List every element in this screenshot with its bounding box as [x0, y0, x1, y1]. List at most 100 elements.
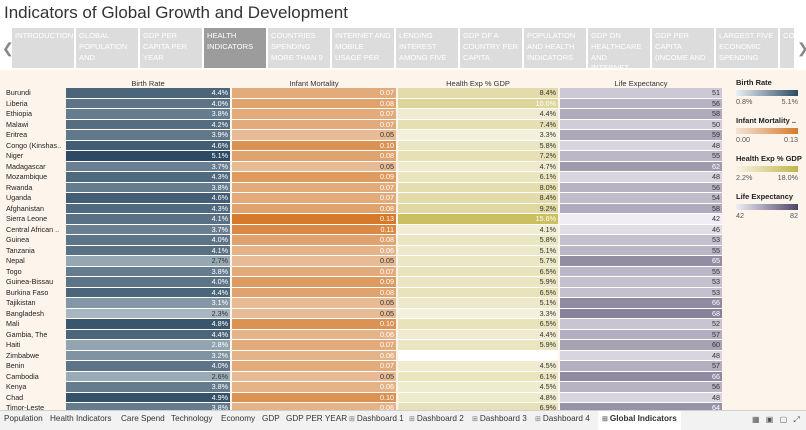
sheet-tab[interactable]: ⊞ Dashboard 3 — [472, 414, 527, 423]
heatmap-cell[interactable]: 4.5% — [398, 361, 558, 372]
heatmap-cell[interactable]: 0.09 — [232, 172, 396, 183]
heatmap-cell[interactable]: 51 — [560, 88, 722, 99]
heatmap-cell[interactable]: 55 — [560, 245, 722, 256]
story-tab[interactable]: GDP PER CAPITA (INCOME AND — [652, 28, 714, 68]
heatmap-cell[interactable]: 0.05 — [232, 308, 396, 319]
heatmap-cell[interactable]: 48 — [560, 350, 722, 361]
heatmap-cell[interactable]: 48 — [560, 172, 722, 183]
heatmap-cell[interactable]: 65 — [560, 256, 722, 267]
chevron-right-icon[interactable]: ❯ — [797, 40, 806, 57]
heatmap-cell[interactable]: 5.1% — [398, 245, 558, 256]
heatmap-cell[interactable]: 58 — [560, 203, 722, 214]
heatmap-cell[interactable]: 4.2% — [66, 119, 230, 130]
heatmap-cell[interactable]: 4.8% — [398, 392, 558, 403]
heatmap-cell[interactable]: 2.8% — [66, 340, 230, 351]
heatmap-cell[interactable]: 60 — [560, 340, 722, 351]
heatmap-cell[interactable]: 0.05 — [232, 298, 396, 309]
heatmap-cell[interactable]: 4.8% — [66, 319, 230, 330]
heatmap-cell[interactable]: 55 — [560, 266, 722, 277]
heatmap-cell[interactable]: 3.8% — [66, 182, 230, 193]
heatmap-cell[interactable]: 0.07 — [232, 119, 396, 130]
heatmap-cell[interactable]: 5.8% — [398, 140, 558, 151]
heatmap-cell[interactable]: 4.4% — [398, 109, 558, 120]
heatmap-cell[interactable]: 3.8% — [66, 266, 230, 277]
heatmap-cell[interactable]: 66 — [560, 371, 722, 382]
heatmap-cell[interactable]: 56 — [560, 98, 722, 109]
heatmap-cell[interactable]: 10.0% — [398, 98, 558, 109]
heatmap-cell[interactable]: 5.1% — [66, 151, 230, 162]
story-tab[interactable]: GLOBAL POPULATION AND — [76, 28, 138, 68]
heatmap-cell[interactable]: 4.4% — [66, 329, 230, 340]
heatmap-cell[interactable]: 0.07 — [232, 88, 396, 99]
heatmap-cell[interactable]: 4.7% — [398, 161, 558, 172]
sheet-tab[interactable]: Technology — [171, 414, 212, 423]
heatmap-cell[interactable]: 4.5% — [398, 382, 558, 393]
heatmap-cell[interactable]: 3.2% — [66, 350, 230, 361]
heatmap-cell[interactable]: 3.3% — [398, 130, 558, 141]
heatmap-cell[interactable]: 6.5% — [398, 319, 558, 330]
heatmap-cell[interactable]: 6.1% — [398, 172, 558, 183]
heatmap-cell[interactable]: 9.2% — [398, 203, 558, 214]
heatmap-cell[interactable]: 0.07 — [232, 109, 396, 120]
heatmap-cell[interactable]: 5.9% — [398, 277, 558, 288]
heatmap-cell[interactable]: 0.05 — [232, 256, 396, 267]
heatmap-cell[interactable]: 0.13 — [232, 214, 396, 225]
heatmap-cell[interactable]: 3.7% — [66, 161, 230, 172]
heatmap-cell[interactable]: 66 — [560, 298, 722, 309]
heatmap-cell[interactable]: 6.1% — [398, 371, 558, 382]
heatmap-cell[interactable]: 0.05 — [232, 161, 396, 172]
heatmap-cell[interactable]: 3.9% — [66, 130, 230, 141]
legend-item[interactable]: Life Expectancy 42 82 — [736, 192, 806, 220]
heatmap-cell[interactable]: 53 — [560, 277, 722, 288]
heatmap-cell[interactable]: 2.6% — [66, 371, 230, 382]
story-tab[interactable]: CO — [780, 28, 794, 68]
heatmap-cell[interactable]: 0.06 — [232, 350, 396, 361]
heatmap-cell[interactable]: 0.08 — [232, 98, 396, 109]
sheet-tab[interactable]: GDP — [262, 414, 280, 423]
heatmap-cell[interactable]: 3.1% — [66, 298, 230, 309]
heatmap-cell[interactable]: 54 — [560, 193, 722, 204]
heatmap-cell[interactable]: 5.8% — [398, 235, 558, 246]
heatmap-cell[interactable]: 59 — [560, 130, 722, 141]
legend-item[interactable]: Health Exp % GDP 2.2% 18.0% — [736, 154, 806, 182]
heatmap-cell[interactable]: 55 — [560, 151, 722, 162]
heatmap-cell[interactable]: 52 — [560, 319, 722, 330]
heatmap-cell[interactable]: 7.2% — [398, 151, 558, 162]
heatmap-cell[interactable]: 0.10 — [232, 140, 396, 151]
heatmap-cell[interactable]: 5.9% — [398, 340, 558, 351]
heatmap-cell[interactable]: 0.10 — [232, 319, 396, 330]
heatmap-cell[interactable]: 0.06 — [232, 245, 396, 256]
heatmap-cell[interactable]: 4.6% — [66, 140, 230, 151]
heatmap-cell[interactable]: 0.08 — [232, 151, 396, 162]
heatmap-cell[interactable]: 2.7% — [66, 256, 230, 267]
heatmap-cell[interactable]: 48 — [560, 140, 722, 151]
heatmap-cell[interactable]: 0.07 — [232, 182, 396, 193]
heatmap-cell[interactable]: 0.07 — [232, 361, 396, 372]
heatmap-cell[interactable]: 4.0% — [66, 98, 230, 109]
heatmap-cell[interactable]: 4.0% — [66, 361, 230, 372]
sheet-tab[interactable]: Population — [4, 414, 43, 423]
heatmap-cell[interactable]: 68 — [560, 308, 722, 319]
sheet-tab[interactable]: Care Spend — [121, 414, 165, 423]
heatmap-cell[interactable]: 0.07 — [232, 340, 396, 351]
heatmap-cell[interactable]: 4.0% — [66, 277, 230, 288]
heatmap-cell[interactable]: 3.8% — [66, 403, 230, 410]
heatmap-cell[interactable]: 6.5% — [398, 287, 558, 298]
sheet-tab[interactable]: Economy — [221, 414, 255, 423]
heatmap-cell[interactable] — [398, 350, 558, 361]
heatmap-cell[interactable]: 57 — [560, 329, 722, 340]
heatmap-cell[interactable]: 6.5% — [398, 266, 558, 277]
heatmap-cell[interactable]: 5.7% — [398, 256, 558, 267]
story-tab[interactable]: COUNTRIES SPENDING MORE THAN 9 — [268, 28, 330, 68]
heatmap-cell[interactable]: 4.4% — [66, 88, 230, 99]
heatmap-cell[interactable]: 0.10 — [232, 392, 396, 403]
heatmap-cell[interactable]: 53 — [560, 287, 722, 298]
heatmap-cell[interactable]: 58 — [560, 109, 722, 120]
legend-item[interactable]: Infant Mortality .. 0.00 0.13 — [736, 116, 806, 144]
heatmap-cell[interactable]: 4.1% — [66, 245, 230, 256]
heatmap-cell[interactable]: 57 — [560, 361, 722, 372]
story-tab[interactable]: LARGEST FIVE ECONOMIC SPENDING — [716, 28, 778, 68]
heatmap-cell[interactable]: 0.07 — [232, 193, 396, 204]
heatmap-cell[interactable]: 5.1% — [398, 298, 558, 309]
heatmap-cell[interactable]: 56 — [560, 382, 722, 393]
